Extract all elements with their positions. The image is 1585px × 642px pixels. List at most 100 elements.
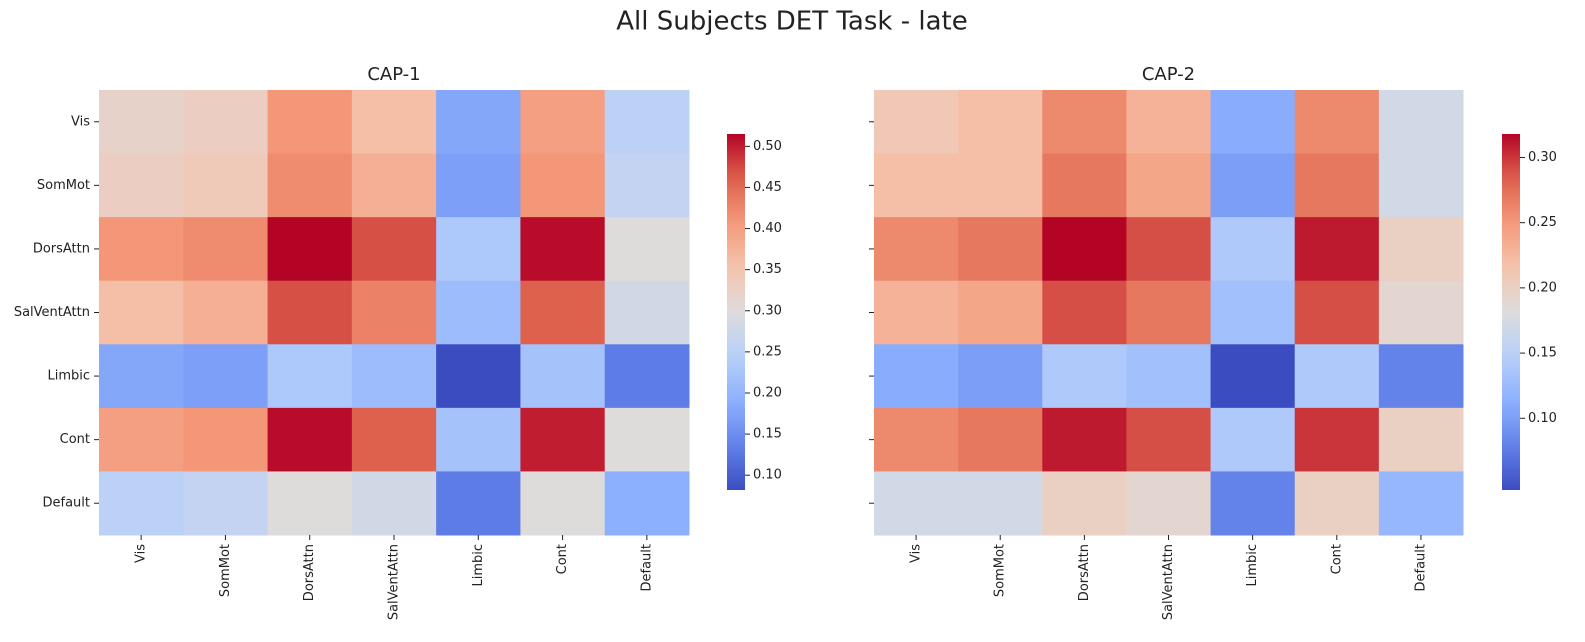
heatmap-cell: [351, 280, 437, 345]
x-tick-label: SomMot: [993, 544, 1008, 597]
heatmap-cell: [604, 344, 690, 409]
colorbar-tick-label: 0.15: [1528, 346, 1557, 361]
heatmap-cell: [1126, 344, 1212, 409]
heatmap-cell: [267, 344, 353, 409]
colorbar: [1502, 134, 1520, 490]
figure-title: All Subjects DET Task - late: [616, 7, 967, 37]
heatmap-cell: [1294, 344, 1380, 409]
y-tick-label: Vis: [71, 114, 90, 129]
colorbar-tick-label: 0.15: [753, 427, 782, 442]
y-tick-label: DorsAttn: [33, 241, 90, 256]
heatmap-cell: [183, 217, 269, 282]
x-tick-label: Limbic: [1245, 544, 1260, 587]
heatmap-cell: [1126, 153, 1212, 218]
x-tick-label: Default: [639, 544, 654, 592]
x-tick-label: SomMot: [218, 544, 233, 597]
heatmap-cell: [1126, 407, 1212, 472]
heatmap-cell: [1294, 217, 1380, 282]
heatmap-cell: [874, 471, 959, 536]
colorbar-tick-label: 0.45: [753, 180, 782, 195]
x-tick-label: SalVentAttn: [387, 544, 402, 620]
heatmap-cell: [1378, 344, 1464, 409]
colorbar-tick-label: 0.25: [1528, 215, 1557, 230]
heatmap-cell: [520, 217, 606, 282]
heatmap-cell: [1042, 407, 1127, 472]
heatmap-cell: [267, 407, 353, 472]
heatmap-cell: [1210, 217, 1296, 282]
heatmap-cell: [99, 407, 184, 472]
heatmap-cell: [520, 280, 606, 345]
heatmap-cell: [183, 153, 269, 218]
x-tick-label: DorsAttn: [1077, 544, 1092, 601]
heatmap-cell: [520, 153, 606, 218]
heatmap-cell: [1378, 90, 1464, 155]
y-tick-label: SomMot: [37, 178, 90, 193]
heatmap-cell: [520, 471, 606, 536]
heatmap-cell: [1126, 90, 1212, 155]
heatmap-cell: [1210, 344, 1296, 409]
heatmap-cell: [351, 407, 437, 472]
x-tick-label: Default: [1413, 544, 1428, 592]
heatmap-cell: [1294, 153, 1380, 218]
heatmap-cell: [351, 344, 437, 409]
colorbar-tick-label: 0.50: [753, 139, 782, 154]
colorbar-tick-label: 0.20: [1528, 280, 1557, 295]
heatmap-cell: [436, 344, 521, 409]
heatmap-cell: [1210, 90, 1296, 155]
heatmap-cell: [1378, 153, 1464, 218]
x-tick-label: DorsAttn: [302, 544, 317, 601]
heatmap-cell: [183, 90, 269, 155]
heatmap-cell: [183, 280, 269, 345]
y-tick-label: Limbic: [47, 369, 90, 384]
heatmap-cell: [958, 217, 1043, 282]
heatmap-cell: [520, 90, 606, 155]
heatmap-cell: [267, 90, 353, 155]
heatmap-cell: [99, 153, 184, 218]
heatmap-cell: [436, 471, 521, 536]
heatmap-cell: [267, 217, 353, 282]
heatmap-cell: [958, 344, 1043, 409]
colorbar-tick-label: 0.20: [753, 385, 782, 400]
heatmap-cell: [874, 217, 959, 282]
colorbar-tick-label: 0.10: [753, 468, 782, 483]
heatmap-cell: [436, 407, 521, 472]
heatmap-cell: [1378, 471, 1464, 536]
heatmap-cell: [958, 153, 1043, 218]
heatmap-cell: [436, 90, 521, 155]
heatmap-cell: [99, 344, 184, 409]
heatmap-cell: [958, 471, 1043, 536]
heatmap-cell: [99, 471, 184, 536]
x-tick-label: Vis: [134, 544, 149, 563]
heatmap-cell: [436, 280, 521, 345]
colorbar-tick-label: 0.30: [753, 303, 782, 318]
y-tick-label: Cont: [60, 432, 90, 447]
heatmap-cell: [1294, 407, 1380, 472]
heatmap-cell: [183, 407, 269, 472]
heatmap-cell: [99, 90, 184, 155]
x-tick-label: SalVentAttn: [1161, 544, 1176, 620]
heatmap-cell: [1042, 90, 1127, 155]
colorbar-tick-label: 0.30: [1528, 150, 1557, 165]
heatmap-cell: [1378, 280, 1464, 345]
heatmap-cell: [1210, 153, 1296, 218]
y-tick-label: Default: [43, 496, 91, 511]
heatmap-cell: [604, 407, 690, 472]
colorbar-tick-label: 0.25: [753, 344, 782, 359]
heatmap-cell: [351, 217, 437, 282]
colorbar-tick-label: 0.10: [1528, 411, 1557, 426]
heatmap-cell: [183, 471, 269, 536]
colorbar-tick-label: 0.35: [753, 262, 782, 277]
heatmap-cell: [958, 90, 1043, 155]
heatmap-cell: [604, 217, 690, 282]
x-tick-label: Vis: [909, 544, 924, 563]
heatmap-cell: [1126, 217, 1212, 282]
heatmap-cell: [1294, 90, 1380, 155]
heatmap-cell: [958, 280, 1043, 345]
heatmap-cell: [1378, 217, 1464, 282]
heatmap-cell: [99, 217, 184, 282]
heatmap-cell: [520, 344, 606, 409]
heatmap-cell: [1294, 280, 1380, 345]
heatmap-cell: [1042, 280, 1127, 345]
x-tick-label: Limbic: [471, 544, 486, 587]
